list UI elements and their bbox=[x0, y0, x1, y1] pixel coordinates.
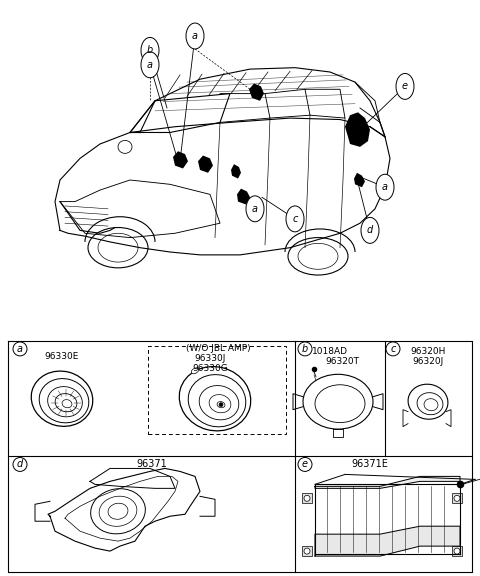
Text: d: d bbox=[367, 225, 373, 236]
Text: e: e bbox=[302, 460, 308, 469]
Circle shape bbox=[298, 342, 312, 356]
Circle shape bbox=[246, 196, 264, 222]
Circle shape bbox=[386, 342, 400, 356]
Text: 96320J: 96320J bbox=[412, 357, 444, 366]
Text: e: e bbox=[402, 81, 408, 92]
Text: (W/O JBL AMP): (W/O JBL AMP) bbox=[186, 344, 250, 354]
Bar bbox=[452, 493, 462, 503]
Circle shape bbox=[396, 74, 414, 99]
Text: a: a bbox=[382, 182, 388, 192]
Circle shape bbox=[13, 342, 27, 356]
Text: 96320T: 96320T bbox=[325, 357, 359, 366]
Text: a: a bbox=[17, 344, 23, 354]
Circle shape bbox=[186, 23, 204, 49]
Text: c: c bbox=[390, 344, 396, 354]
Bar bbox=[148, 346, 286, 434]
Circle shape bbox=[298, 457, 312, 471]
Ellipse shape bbox=[192, 368, 199, 374]
Text: b: b bbox=[302, 344, 308, 354]
Circle shape bbox=[376, 175, 394, 200]
Text: 96371: 96371 bbox=[137, 460, 168, 469]
Text: 96371E: 96371E bbox=[351, 460, 388, 469]
Circle shape bbox=[361, 218, 379, 243]
Polygon shape bbox=[315, 526, 460, 556]
Polygon shape bbox=[237, 189, 250, 204]
Polygon shape bbox=[231, 164, 241, 179]
Text: a: a bbox=[192, 31, 198, 41]
Text: 96330J: 96330J bbox=[194, 354, 226, 363]
Text: a: a bbox=[147, 60, 153, 70]
Text: b: b bbox=[147, 46, 153, 55]
Circle shape bbox=[454, 548, 460, 554]
Polygon shape bbox=[198, 156, 213, 173]
Text: c: c bbox=[292, 214, 298, 224]
Circle shape bbox=[141, 37, 159, 63]
Polygon shape bbox=[249, 84, 264, 101]
Bar bbox=[302, 546, 312, 556]
Bar bbox=[452, 546, 462, 556]
Circle shape bbox=[304, 495, 310, 501]
Polygon shape bbox=[354, 173, 365, 187]
Circle shape bbox=[304, 548, 310, 554]
Bar bbox=[302, 493, 312, 503]
Text: 1018AD: 1018AD bbox=[312, 347, 348, 357]
Text: d: d bbox=[17, 460, 23, 469]
Polygon shape bbox=[345, 112, 370, 147]
Circle shape bbox=[141, 52, 159, 78]
Circle shape bbox=[454, 495, 460, 501]
Circle shape bbox=[219, 403, 223, 407]
Text: a: a bbox=[252, 204, 258, 214]
Text: 96320H: 96320H bbox=[410, 347, 446, 357]
Text: 96330G: 96330G bbox=[192, 365, 228, 373]
Polygon shape bbox=[315, 476, 460, 488]
Text: 96330E: 96330E bbox=[45, 353, 79, 361]
Polygon shape bbox=[173, 151, 188, 168]
Circle shape bbox=[13, 457, 27, 471]
Circle shape bbox=[286, 206, 304, 232]
